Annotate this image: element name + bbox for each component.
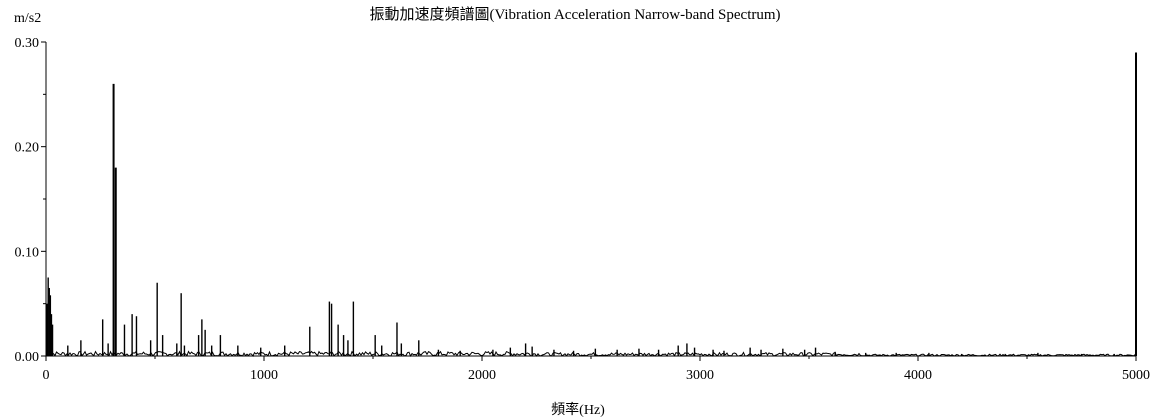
x-ticks: 0 1000 2000 3000 4000 5000 — [43, 356, 1150, 383]
y-axis-unit: m/s2 — [14, 11, 41, 26]
y-tick-label: 0.30 — [15, 36, 40, 51]
chart-title: 振動加速度頻譜圖(Vibration Acceleration Narrow-b… — [369, 6, 780, 23]
y-ticks: 0.00 0.10 0.20 0.30 — [15, 36, 46, 365]
x-tick-label: 5000 — [1122, 368, 1150, 383]
y-tick-label: 0.00 — [15, 350, 40, 365]
spectrum-peaks — [46, 52, 1137, 356]
y-tick-label: 0.20 — [15, 141, 40, 156]
noise-floor — [45, 350, 1136, 357]
x-tick-label: 1000 — [250, 368, 278, 383]
x-tick-label: 2000 — [468, 368, 496, 383]
x-axis-label: 頻率(Hz) — [551, 401, 605, 418]
x-tick-label: 3000 — [686, 368, 714, 383]
y-tick-label: 0.10 — [15, 245, 40, 260]
x-tick-label: 0 — [43, 368, 50, 383]
noise-floor-trace — [45, 350, 1136, 357]
axes — [45, 42, 1136, 357]
x-tick-label: 4000 — [904, 368, 932, 383]
